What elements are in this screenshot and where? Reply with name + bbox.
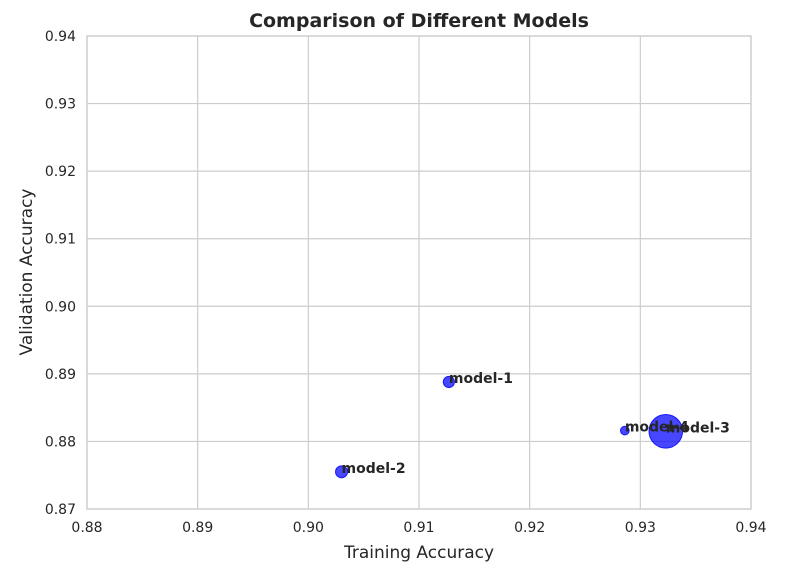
plot-area-frame	[86, 35, 752, 510]
chart-title: Comparison of Different Models	[249, 10, 589, 32]
y-tick-label: 0.92	[45, 164, 76, 180]
y-tick-label: 0.88	[45, 434, 76, 450]
y-tick-label: 0.94	[45, 29, 76, 45]
point-label-model-1: model-1	[449, 371, 513, 387]
y-tick-label: 0.90	[45, 299, 76, 315]
y-tick-label: 0.91	[45, 232, 76, 248]
x-tick-label: 0.93	[625, 520, 656, 536]
x-tick-label: 0.91	[403, 520, 434, 536]
x-tick-label: 0.89	[182, 520, 213, 536]
point-label-model-3: model-3	[666, 420, 730, 436]
point-label-model-2: model-2	[342, 461, 406, 477]
data-point-model-1	[442, 375, 455, 389]
data-point-model-4	[620, 425, 630, 436]
x-tick-label: 0.92	[514, 520, 545, 536]
tick-labels: 0.88 0.89 0.90 0.91 0.92 0.93 0.94 0.87 0.88 0.89…	[45, 29, 767, 536]
data-point-model-2	[335, 465, 349, 479]
x-axis-label: Training Accuracy	[343, 543, 494, 563]
x-tick-label: 0.88	[71, 520, 102, 536]
data-point-model-3	[648, 413, 684, 449]
y-axis-label: Validation Accuracy	[17, 189, 37, 356]
x-tick-label: 0.90	[293, 520, 324, 536]
y-tick-label: 0.89	[45, 367, 76, 383]
y-tick-label: 0.93	[45, 97, 76, 113]
point-label-model-4: model-4	[625, 420, 689, 436]
y-tick-label: 0.87	[45, 502, 76, 518]
data-points	[335, 375, 684, 479]
x-tick-label: 0.94	[735, 520, 766, 536]
